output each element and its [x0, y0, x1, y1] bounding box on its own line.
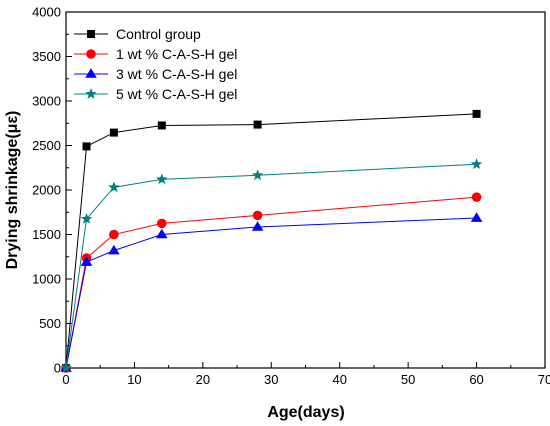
square-marker: [82, 142, 91, 151]
square-marker: [472, 109, 481, 118]
legend-label: 3 wt % C-A-S-H gel: [116, 66, 237, 82]
x-tick-label: 60: [469, 372, 483, 387]
series-line: [65, 163, 477, 369]
square-marker: [87, 30, 95, 38]
x-tick-label: 30: [264, 372, 278, 387]
circle-marker: [109, 229, 119, 240]
circle-marker: [252, 210, 263, 221]
y-axis-title: Drying shrinkage(με): [4, 111, 21, 270]
square-marker: [109, 128, 118, 137]
star-marker: [470, 158, 483, 170]
triangle-marker: [251, 221, 264, 231]
triangle-marker: [80, 256, 93, 266]
star-marker: [108, 181, 120, 193]
y-tick-label: 500: [39, 316, 61, 331]
legend-item: 1 wt % C-A-S-H gel: [74, 46, 237, 62]
triangle-marker: [85, 68, 97, 78]
series-3: [60, 212, 483, 372]
series-line: [65, 196, 477, 369]
series-line: [65, 217, 477, 369]
y-tick-label: 2500: [32, 138, 61, 153]
legend-item: Control group: [74, 26, 201, 42]
series-4: [60, 158, 483, 373]
x-tick-label: 10: [127, 372, 141, 387]
series-2: [61, 192, 482, 373]
series-line: [65, 113, 477, 369]
legend: Control group 1 wt % C-A-S-H gel 3 wt % C-…: [74, 26, 237, 102]
legend-item: 5 wt % C-A-S-H gel: [74, 86, 237, 102]
circle-marker: [471, 192, 482, 202]
x-axis-title: Age(days): [267, 404, 344, 421]
series-layer: [60, 109, 483, 373]
y-axis: 0 500 1000 1500 2000 2500 3000 3500 4000: [32, 5, 72, 376]
y-tick-label: 4000: [32, 5, 61, 20]
y-tick-label: 1000: [32, 272, 61, 287]
circle-marker: [86, 49, 96, 59]
triangle-marker: [156, 228, 168, 239]
legend-item: 3 wt % C-A-S-H gel: [74, 66, 237, 82]
legend-label: 5 wt % C-A-S-H gel: [116, 86, 237, 102]
star-marker: [85, 88, 97, 99]
star-marker: [251, 169, 264, 181]
square-marker: [157, 121, 166, 130]
square-marker: [253, 120, 262, 129]
x-tick-label: 70: [538, 372, 550, 387]
series-1: [62, 109, 481, 372]
x-tick-label: 50: [401, 372, 415, 387]
star-marker: [80, 212, 93, 224]
x-tick-label: 20: [196, 372, 210, 387]
y-tick-label: 1500: [32, 227, 61, 242]
triangle-marker: [470, 212, 483, 222]
legend-label: Control group: [116, 26, 201, 42]
triangle-marker: [108, 244, 120, 255]
y-tick-label: 0: [54, 361, 61, 376]
x-axis: 0 10 20 30 40 50 60 70: [62, 362, 550, 387]
y-tick-label: 3000: [32, 94, 61, 109]
x-tick-label: 40: [332, 372, 346, 387]
star-marker: [60, 362, 72, 373]
y-tick-label: 3500: [32, 49, 61, 64]
y-tick-label: 2000: [32, 183, 61, 198]
x-tick-label: 0: [62, 372, 69, 387]
circle-marker: [157, 218, 167, 229]
star-marker: [156, 173, 168, 185]
legend-label: 1 wt % C-A-S-H gel: [116, 46, 237, 62]
